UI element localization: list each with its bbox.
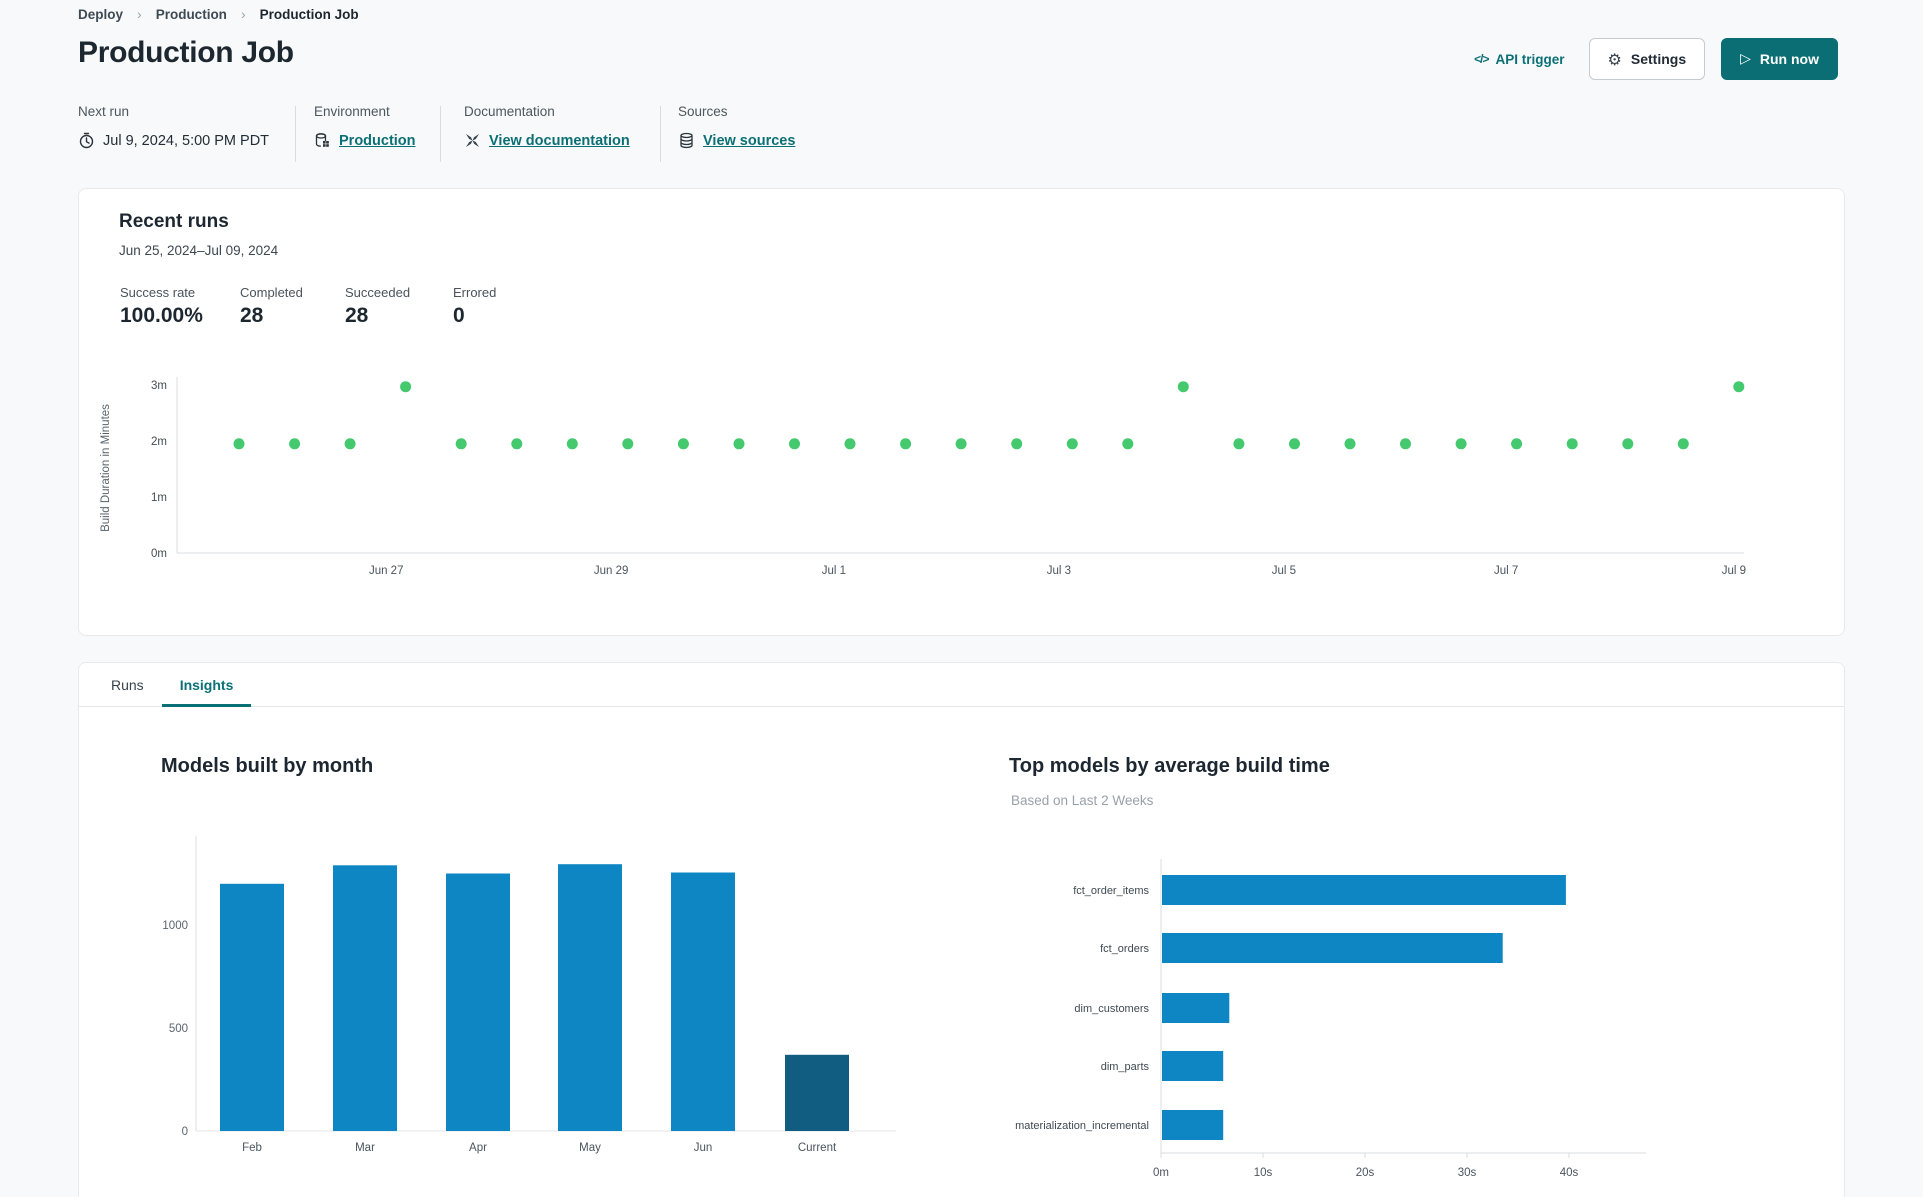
svg-text:Mar: Mar [355, 1142, 375, 1154]
run-now-button[interactable]: ▷ Run now [1721, 38, 1838, 80]
view-sources-link[interactable]: View sources [703, 132, 796, 149]
code-icon: </> [1474, 52, 1489, 66]
api-trigger-link[interactable]: </> API trigger [1474, 52, 1564, 67]
stat-label: Errored [453, 285, 497, 300]
svg-text:0m: 0m [151, 548, 167, 560]
meta-next-run: Next run Jul 9, 2024, 5:00 PM PDT [78, 104, 269, 149]
svg-text:1000: 1000 [162, 920, 188, 932]
stat-errored: Errored 0 [453, 285, 496, 328]
stat-label: Completed [240, 285, 303, 300]
stat-value: 28 [345, 304, 369, 327]
svg-text:500: 500 [169, 1023, 188, 1035]
stat-value: 28 [240, 304, 264, 327]
svg-text:fct_order_items: fct_order_items [1073, 885, 1149, 897]
header-actions: </> API trigger ⚙ Settings ▷ Run now [1474, 38, 1838, 80]
stat-value: 0 [453, 304, 465, 327]
job-meta: Next run Jul 9, 2024, 5:00 PM PDT Enviro… [78, 104, 978, 166]
svg-text:Apr: Apr [469, 1142, 487, 1154]
clock-icon [79, 132, 94, 149]
next-run-label: Next run [78, 104, 130, 119]
tab-insights[interactable]: Insights [161, 663, 252, 707]
page-title: Production Job [78, 36, 294, 69]
svg-text:10s: 10s [1254, 1167, 1273, 1179]
svg-text:0m: 0m [1153, 1167, 1169, 1179]
svg-text:Jul 1: Jul 1 [822, 565, 846, 577]
recent-runs-date-range: Jun 25, 2024–Jul 09, 2024 [119, 243, 279, 258]
stat-success-rate: Success rate 100.00% [120, 285, 203, 328]
insights-card: Runs Insights Models built by month 0 500… [78, 662, 1845, 1197]
recent-runs-card: Recent runs Jun 25, 2024–Jul 09, 2024 Su… [78, 188, 1845, 636]
svg-text:Feb: Feb [242, 1142, 262, 1154]
top-models-chart: 0m 10s 20s 30s 40s fct_order_items fct_ordersd… [1015, 859, 1646, 1179]
svg-text:May: May [579, 1142, 601, 1154]
environment-icon [315, 133, 329, 147]
play-icon: ▷ [1740, 51, 1751, 67]
chevron-right-icon: › [240, 6, 246, 22]
stat-label: Succeeded [345, 285, 411, 300]
meta-divider [295, 106, 296, 162]
run-now-label: Run now [1759, 51, 1819, 67]
svg-text:Jun 29: Jun 29 [594, 565, 629, 577]
environment-link[interactable]: Production [339, 132, 416, 149]
svg-text:dim_customers: dim_customers [1074, 1003, 1149, 1015]
top-models-title: Top models by average build time [1009, 755, 1330, 777]
meta-divider [660, 106, 661, 162]
meta-sources: Sources View sources [678, 104, 795, 149]
svg-text:Jun 27: Jun 27 [369, 565, 404, 577]
recent-runs-title: Recent runs [119, 211, 229, 232]
svg-text:1m: 1m [151, 492, 167, 504]
tab-runs[interactable]: Runs [111, 676, 144, 693]
next-run-value: Jul 9, 2024, 5:00 PM PDT [103, 132, 270, 149]
svg-text:Jul 3: Jul 3 [1047, 565, 1071, 577]
svg-text:Jul 7: Jul 7 [1494, 565, 1518, 577]
sources-label: Sources [678, 104, 728, 119]
svg-text:40s: 40s [1560, 1167, 1579, 1179]
build-duration-chart: 0m 1m 2m 3m Jun 27 Jun 29 Jul 1 Jul 3 Jul 5 Jul 7… [100, 377, 1746, 577]
svg-text:30s: 30s [1458, 1167, 1477, 1179]
view-documentation-link[interactable]: View documentation [489, 132, 630, 149]
gear-icon: ⚙ [1607, 49, 1622, 69]
svg-text:2m: 2m [151, 436, 167, 448]
svg-text:3m: 3m [151, 380, 167, 392]
api-trigger-label: API trigger [1495, 51, 1565, 67]
meta-divider [440, 106, 441, 162]
breadcrumb: Deploy › Production › Production Job [78, 6, 359, 22]
settings-label: Settings [1630, 51, 1687, 67]
svg-text:Current: Current [798, 1142, 837, 1154]
top-models-subtitle: Based on Last 2 Weeks [1011, 793, 1154, 808]
svg-text:dim_parts: dim_parts [1101, 1061, 1150, 1073]
svg-text:20s: 20s [1356, 1167, 1375, 1179]
svg-text:Jul 9: Jul 9 [1722, 565, 1746, 577]
database-icon [680, 132, 693, 149]
svg-text:Build Duration in Minutes: Build Duration in Minutes [100, 404, 112, 532]
models-by-month-title: Models built by month [161, 755, 374, 777]
models-by-month-chart: 0 500 1000 Feb Mar Apr May Jun Current [162, 836, 896, 1154]
settings-button[interactable]: ⚙ Settings [1588, 38, 1706, 80]
breadcrumb-production-job: Production Job [259, 6, 359, 22]
documentation-label: Documentation [464, 104, 555, 119]
stat-label: Success rate [120, 285, 196, 300]
dbt-docs-icon [466, 134, 479, 147]
svg-text:0: 0 [182, 1126, 188, 1138]
svg-text:materialization_incremental: materialization_incremental [1015, 1120, 1149, 1132]
tab-bar: Runs Insights [79, 663, 1844, 707]
svg-text:fct_orders: fct_orders [1100, 943, 1149, 955]
stat-succeeded: Succeeded 28 [345, 285, 410, 328]
svg-text:Jun: Jun [694, 1142, 713, 1154]
stat-value: 100.00% [120, 304, 203, 327]
breadcrumb-deploy[interactable]: Deploy [78, 6, 124, 22]
meta-environment: Environment Production [314, 104, 416, 149]
chevron-right-icon: › [137, 6, 142, 22]
meta-documentation: Documentation View documentation [464, 104, 630, 149]
svg-text:Jul 5: Jul 5 [1272, 565, 1296, 577]
stat-completed: Completed 28 [240, 285, 303, 328]
breadcrumb-production[interactable]: Production [155, 6, 227, 22]
environment-label: Environment [314, 104, 390, 119]
